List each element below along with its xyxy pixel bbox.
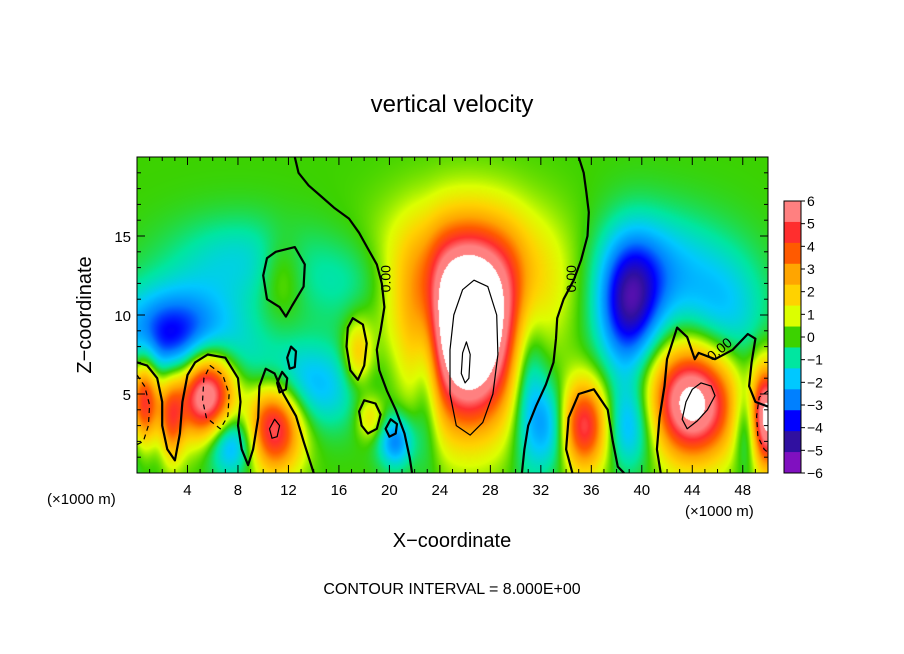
contour-minus-8-right-edge <box>756 390 768 453</box>
x-axis: 4 8 12 16 20 24 28 32 36 40 44 48 <box>149 157 756 499</box>
contour-zero-left <box>293 157 414 473</box>
contour-zero-hill-left <box>262 246 306 318</box>
colorbar-tick-label: 4 <box>807 238 815 254</box>
contour-zero-plume-left <box>137 353 315 473</box>
colorbar-tick-label: −5 <box>807 442 823 458</box>
colorbar-swatch <box>784 305 801 328</box>
colorbar-tick-label: 1 <box>807 306 815 322</box>
colorbar-tick-label: 6 <box>807 193 815 209</box>
contour-plus-8-right <box>681 382 716 430</box>
colorbar-swatch <box>784 326 801 348</box>
x-tick-label: 24 <box>432 482 449 499</box>
contour-zero-bump-4 <box>286 345 298 370</box>
plot-area: 0.00 0.000.00 4 8 12 16 20 24 28 32 36 40 44 48 5101… <box>114 156 769 499</box>
contour-zero-bump-2 <box>358 399 382 435</box>
colorbar-tick-label: 0 <box>807 329 815 345</box>
x-tick-label: 48 <box>734 482 751 499</box>
x-tick-label: 12 <box>280 482 297 499</box>
contour-label: 0.00 <box>563 265 579 292</box>
colorbar-tick-label: 5 <box>807 216 815 232</box>
colorbar-tick-label: −4 <box>807 420 823 436</box>
y-tick-label: 5 <box>123 387 131 404</box>
colorbar-tick-label: 3 <box>807 261 815 277</box>
x-tick-label: 40 <box>633 482 650 499</box>
colorbar-tick-label: 2 <box>807 284 815 300</box>
colorbar-tick-label: −3 <box>807 397 823 413</box>
colorbar-swatch <box>784 221 801 244</box>
colorbar-swatch <box>784 263 801 286</box>
velocity-heatmap <box>137 157 768 473</box>
y-tick-label: 15 <box>114 229 131 246</box>
y-axis: 5 10 15 <box>114 172 768 458</box>
x-unit-right: (×1000 m) <box>685 503 754 520</box>
chart-title: vertical velocity <box>371 91 534 118</box>
colorbar: 6 5 4 3 2 1 0 −1 −2 −3 −4 −5 −6 <box>783 193 823 481</box>
contour-plus-8-outer <box>449 279 499 436</box>
colorbar-swatch <box>784 284 801 307</box>
colorbar-swatch <box>784 410 801 432</box>
x-tick-label: 20 <box>381 482 398 499</box>
x-tick-label: 28 <box>482 482 499 499</box>
contour-zero-bump-1 <box>345 317 368 381</box>
contour-minus-8-left-edge <box>137 374 151 446</box>
contour-minus-8-plume <box>202 365 230 430</box>
contour-zero-plume-right <box>565 388 625 473</box>
x-tick-label: 36 <box>583 482 600 499</box>
x-tick-label: 16 <box>331 482 348 499</box>
colorbar-swatch <box>784 347 801 369</box>
colorbar-tick-label: −6 <box>807 465 823 481</box>
contour-interval-note: CONTOUR INTERVAL = 8.000E+00 <box>323 581 580 598</box>
colorbar-swatch <box>784 368 801 390</box>
colorbar-tick-label: −1 <box>807 352 823 368</box>
contour-plus-8-left <box>268 418 281 439</box>
x-axis-label: X−coordinate <box>393 530 511 552</box>
x-tick-label: 8 <box>234 482 242 499</box>
y-tick-label: 10 <box>114 308 131 325</box>
colorbar-swatch <box>784 201 801 223</box>
x-unit-left: (×1000 m) <box>47 491 116 508</box>
contour-zero-far-right <box>655 326 768 473</box>
contour-label: 0.00 <box>378 265 394 292</box>
y-axis-label: Z−coordinate <box>74 256 96 373</box>
contour-zero-bump-3 <box>384 418 399 438</box>
x-tick-label: 4 <box>183 482 191 499</box>
colorbar-swatch <box>784 431 801 453</box>
colorbar-tick-label: −2 <box>807 374 823 390</box>
colorbar-swatch <box>784 389 801 411</box>
x-tick-label: 44 <box>684 482 701 499</box>
contour-zero-right <box>520 157 590 473</box>
contours <box>137 157 768 473</box>
x-tick-label: 32 <box>532 482 549 499</box>
colorbar-swatch <box>784 242 801 265</box>
colorbar-swatch <box>784 452 801 474</box>
contour-plus-8-inner <box>460 341 471 384</box>
